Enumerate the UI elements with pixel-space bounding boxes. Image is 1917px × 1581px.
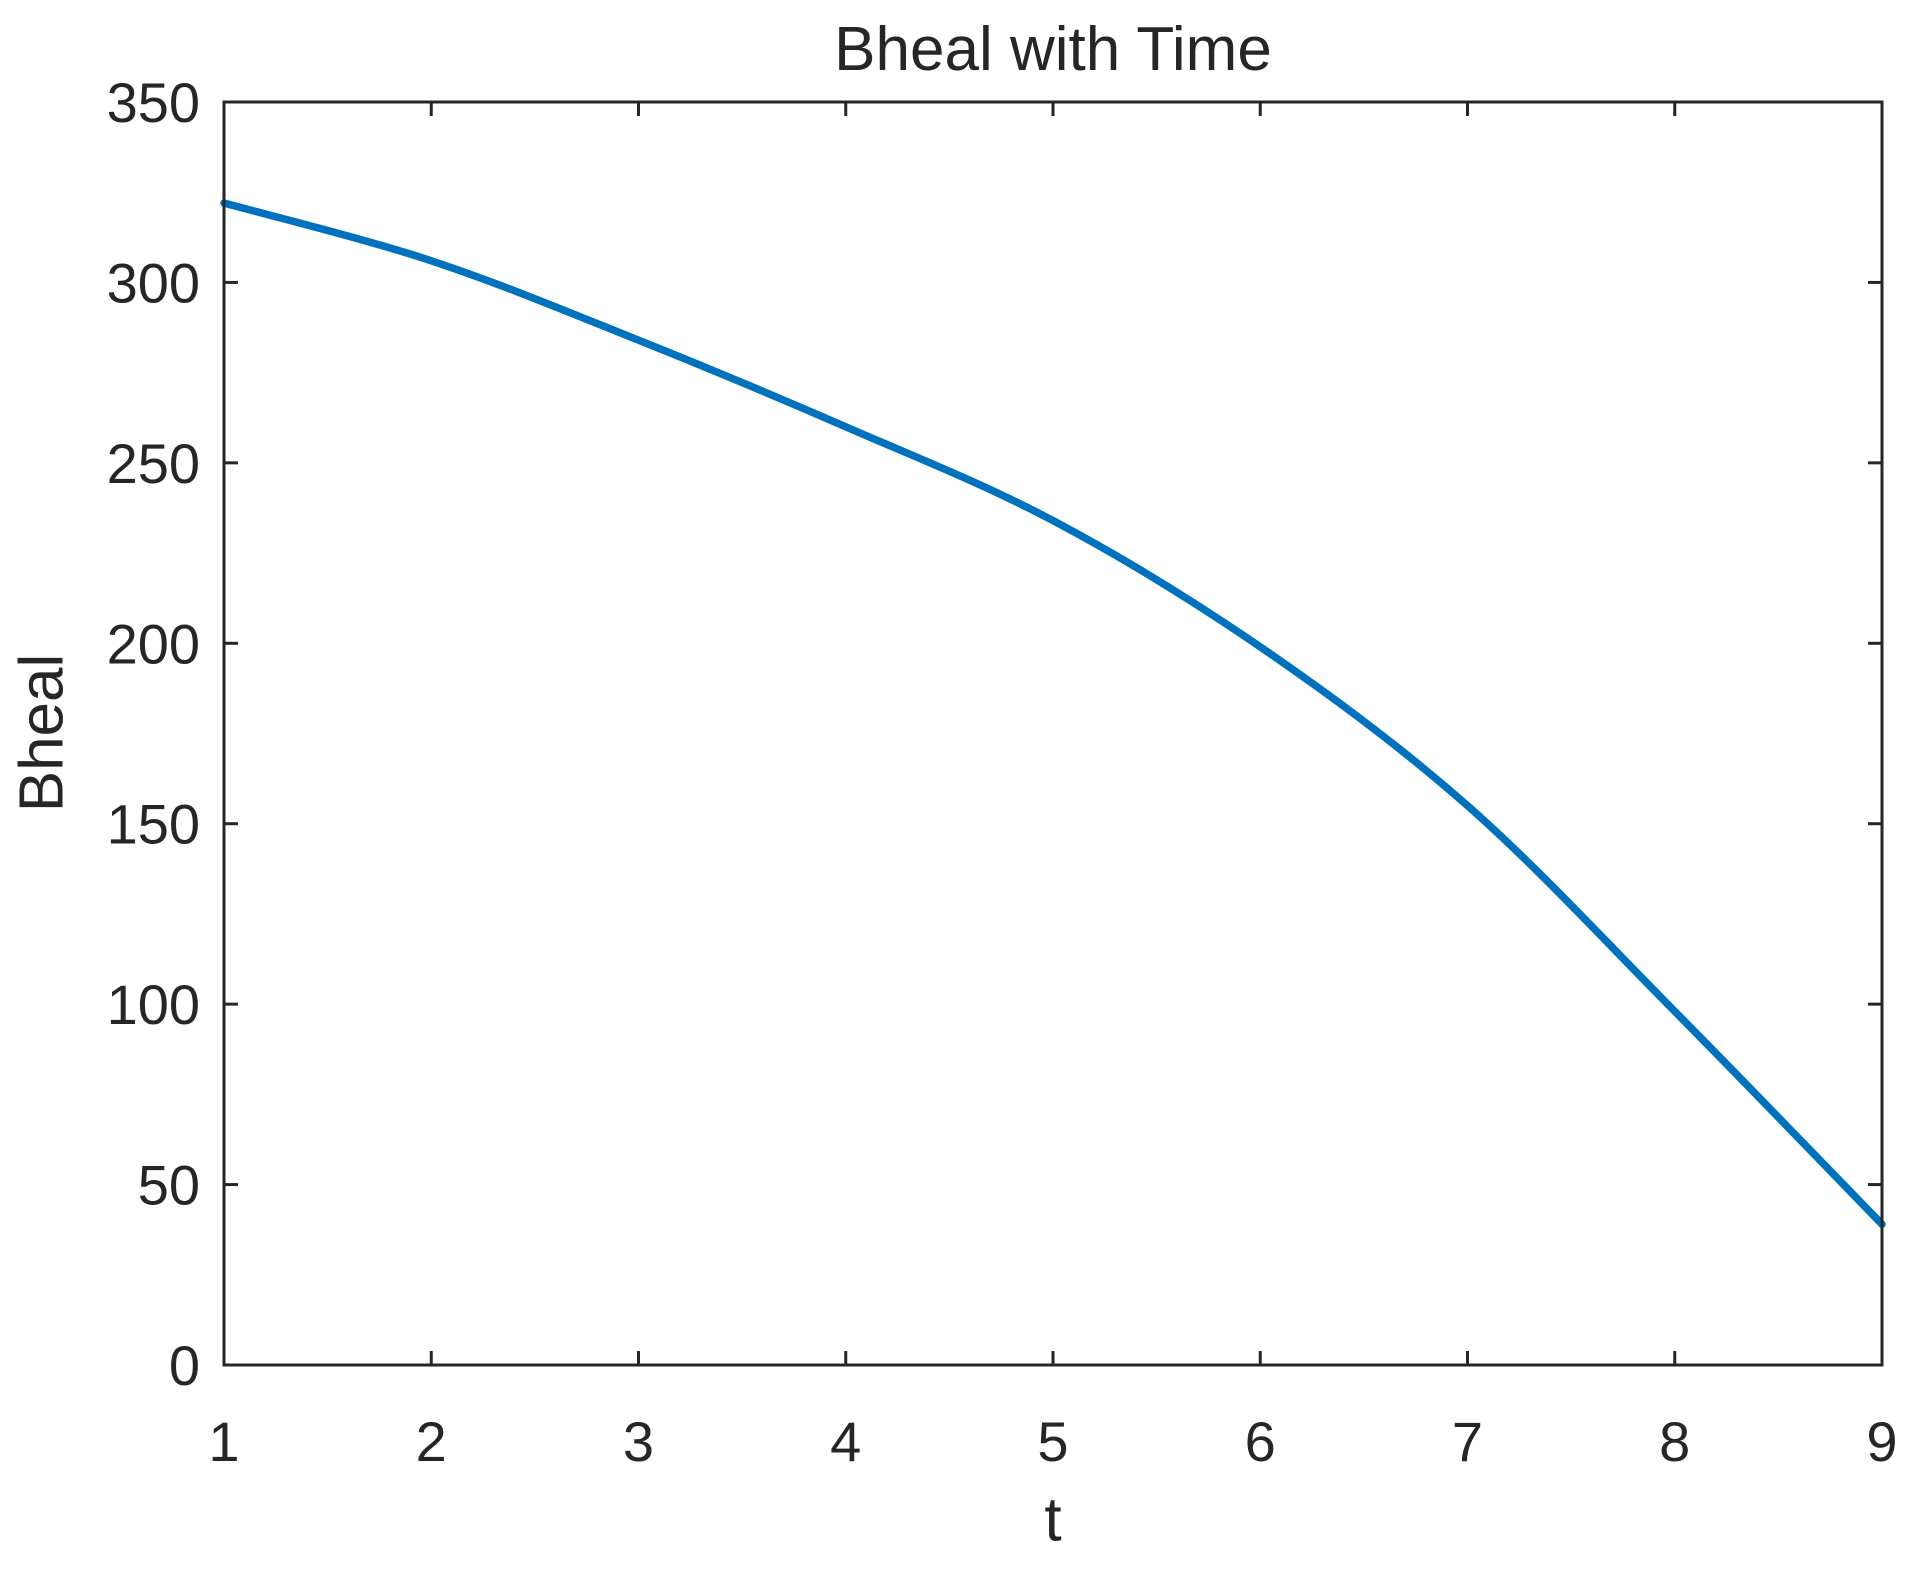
x-tick-label: 4: [830, 1410, 861, 1473]
y-tick-label: 350: [107, 71, 200, 134]
x-tick-label: 6: [1245, 1410, 1276, 1473]
x-tick-label: 1: [208, 1410, 239, 1473]
y-tick-label: 300: [107, 251, 200, 314]
y-tick-label: 50: [138, 1154, 200, 1217]
x-tick-label: 8: [1659, 1410, 1690, 1473]
data-series-line: [220, 199, 1886, 1229]
plot-border: [222, 100, 1884, 1367]
y-axis-label: Bheal: [7, 653, 77, 813]
y-tick-label: 200: [107, 612, 200, 675]
x-axis-label: t: [1044, 1485, 1062, 1555]
x-tick-label: 3: [623, 1410, 654, 1473]
y-tick-label: 250: [107, 432, 200, 495]
x-tick-label: 5: [1037, 1410, 1068, 1473]
y-tick-label: 100: [107, 973, 200, 1036]
chart-title: Bheal with Time: [834, 15, 1272, 84]
x-tick-label: 7: [1452, 1410, 1483, 1473]
y-tick-label: 0: [169, 1334, 200, 1397]
x-tick-label: 9: [1866, 1410, 1897, 1473]
y-tick-label: 150: [107, 793, 200, 856]
x-tick-label: 2: [416, 1410, 447, 1473]
